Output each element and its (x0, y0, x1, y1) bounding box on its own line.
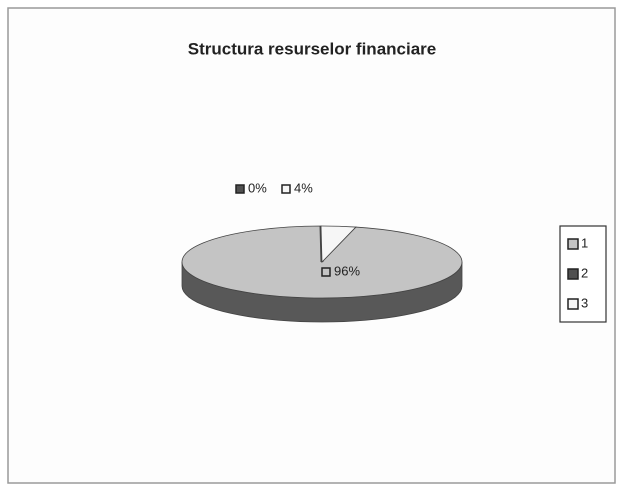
legend-label: 2 (581, 265, 588, 280)
legend-label: 1 (581, 235, 588, 250)
data-label: 96% (334, 263, 360, 278)
data-label: 0% (248, 180, 267, 195)
legend-swatch (567, 298, 579, 310)
chart-title: Structura resurselor financiare (188, 39, 436, 58)
label-marker (281, 184, 291, 194)
label-marker (235, 184, 245, 194)
legend-swatch (567, 238, 579, 250)
legend-label: 3 (581, 295, 588, 310)
legend-swatch (567, 268, 579, 280)
pie-slice (320, 225, 357, 263)
data-label: 4% (294, 180, 313, 195)
label-marker (321, 267, 331, 277)
